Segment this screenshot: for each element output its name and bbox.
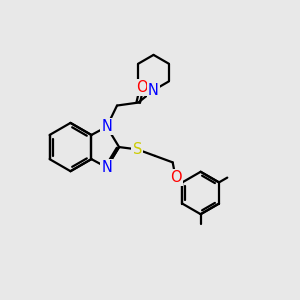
Text: S: S [133,142,142,157]
Text: N: N [148,83,159,98]
Text: O: O [170,170,182,185]
Text: N: N [101,119,112,134]
Text: N: N [101,160,112,175]
Text: O: O [136,80,148,95]
